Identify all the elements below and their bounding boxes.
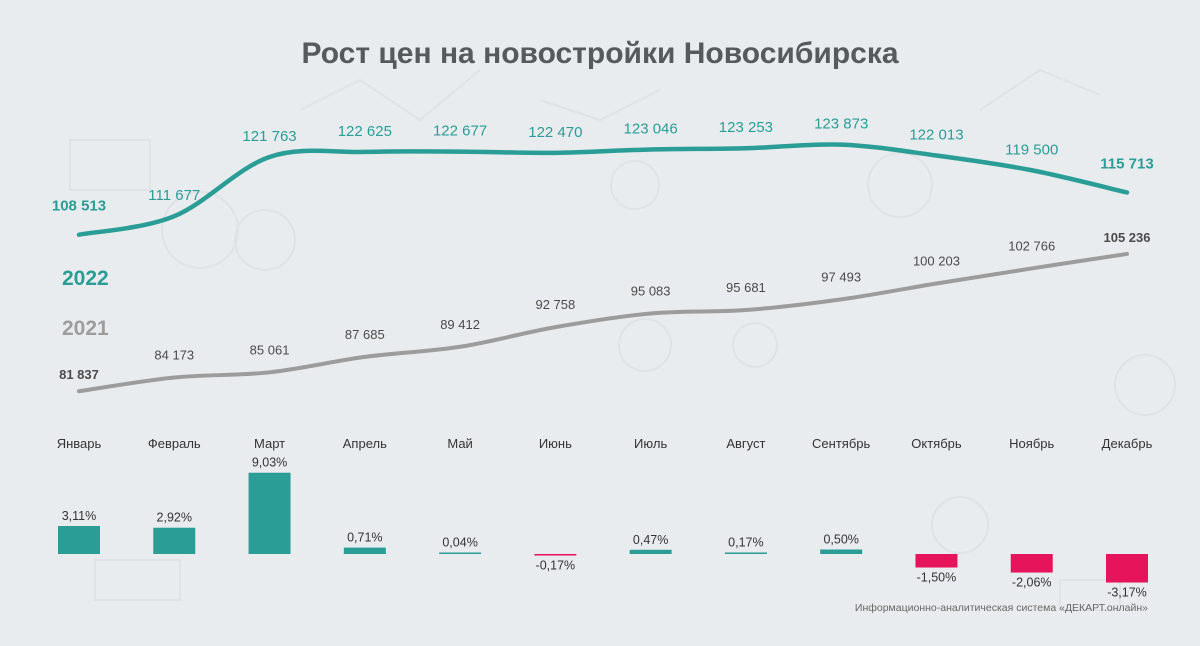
month-label: Февраль [148,436,201,451]
legend-2021: 2021 [62,317,109,340]
percent-label: 0,50% [823,533,858,547]
percent-label: -1,50% [917,571,957,585]
month-label: Май [447,436,472,451]
value-label-2022: 111 677 [148,187,200,204]
change-bar [1010,554,1053,573]
percent-label: -0,17% [536,559,576,573]
series-line-2021 [77,251,1129,394]
month-label: Январь [57,436,102,451]
change-bar [629,549,672,554]
month-label: Июль [634,436,667,451]
month-label: Апрель [343,436,387,451]
change-bar [724,552,767,554]
month-label: Октябрь [911,436,962,451]
series-line-2022 [76,142,1130,237]
month-label: Ноябрь [1009,436,1054,451]
labels-2021: 81 837 84 173 85 061 87 685 89 412 92 758 95 0… [59,230,1150,382]
source-note: Информационно-аналитическая система «ДЕК… [855,602,1148,614]
value-label-2021: 95 681 [726,280,766,295]
value-label-2021: 97 493 [821,269,861,284]
percent-label: 0,17% [728,535,763,549]
change-bar [153,527,196,554]
change-bar [820,549,863,554]
background-doodles [69,68,1176,611]
month-label: Июнь [539,436,572,451]
value-label-2022: 122 470 [528,124,582,141]
month-label: Март [254,436,285,451]
value-label-2021: 92 758 [535,297,575,312]
change-bar [343,547,386,554]
percent-label: 9,03% [252,456,287,470]
labels-2022: 108 513 111 677 121 763 122 625 122 677 122 4… [52,116,1154,215]
bars-layer [58,472,1148,583]
month-axis: Январь Февраль Март Апрель Май Июнь Июль Август… [57,436,1153,451]
month-label: Сентябрь [812,436,870,451]
lines-layer [76,142,1130,394]
value-label-2021: 87 685 [345,327,385,342]
legend-2022: 2022 [62,267,109,290]
percent-label: -2,06% [1012,576,1052,590]
month-label: Август [726,436,765,451]
value-label-2021: 102 766 [1008,238,1055,253]
value-label-2022: 108 513 [52,198,106,215]
value-label-2021: 95 083 [631,284,671,299]
percent-label: 0,04% [442,536,477,550]
value-label-2021: 89 412 [440,317,480,332]
month-label: Декабрь [1102,436,1153,451]
change-bar [439,552,482,554]
change-bar [58,526,100,554]
value-label-2021: 85 061 [250,342,290,357]
chart-title: Рост цен на новостройки Новосибирска [301,37,898,70]
value-label-2021: 81 837 [59,367,99,382]
percent-label: 2,92% [157,511,192,525]
value-label-2021: 105 236 [1104,230,1151,245]
value-label-2022: 115 713 [1100,155,1153,172]
value-label-2022: 123 873 [814,116,868,133]
value-label-2021: 100 203 [913,253,960,268]
value-label-2022: 119 500 [1005,141,1058,158]
value-label-2022: 122 013 [909,127,963,144]
change-bar [915,554,958,568]
value-label-2021: 84 173 [154,348,194,363]
percent-label: 0,47% [633,533,668,547]
value-label-2022: 121 763 [242,128,296,145]
value-label-2022: 122 677 [433,123,487,140]
change-bar [1106,554,1148,583]
change-bar [248,472,291,554]
percent-label: 3,11% [62,509,97,523]
value-label-2022: 123 253 [719,119,773,136]
value-label-2022: 123 046 [624,120,678,137]
percent-label: 0,71% [347,531,382,545]
change-bar [534,554,577,556]
percent-labels: 3,11% 2,92% 9,03% 0,71% 0,04% -0,17% 0,47% 0,17… [62,456,1147,600]
value-label-2022: 122 625 [338,123,392,140]
percent-label: -3,17% [1107,586,1147,600]
